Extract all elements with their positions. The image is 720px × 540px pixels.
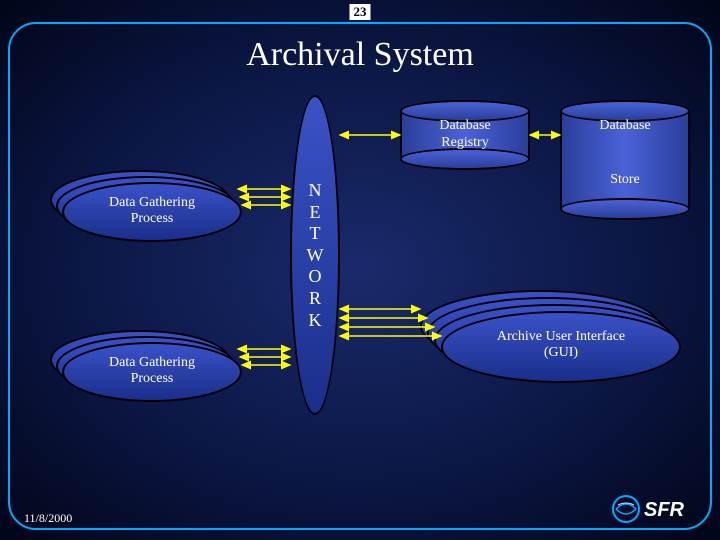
database-label-bottom: Store [560,172,690,189]
sfr-logo-icon: SFR [612,495,692,523]
logo: SFR [612,495,692,528]
footer-date: 11/8/2000 [24,511,72,526]
db-registry-label: DatabaseRegistry [400,118,530,152]
svg-text:SFR: SFR [644,499,685,521]
connectors [0,0,720,540]
database-label-top: Database [560,118,690,135]
